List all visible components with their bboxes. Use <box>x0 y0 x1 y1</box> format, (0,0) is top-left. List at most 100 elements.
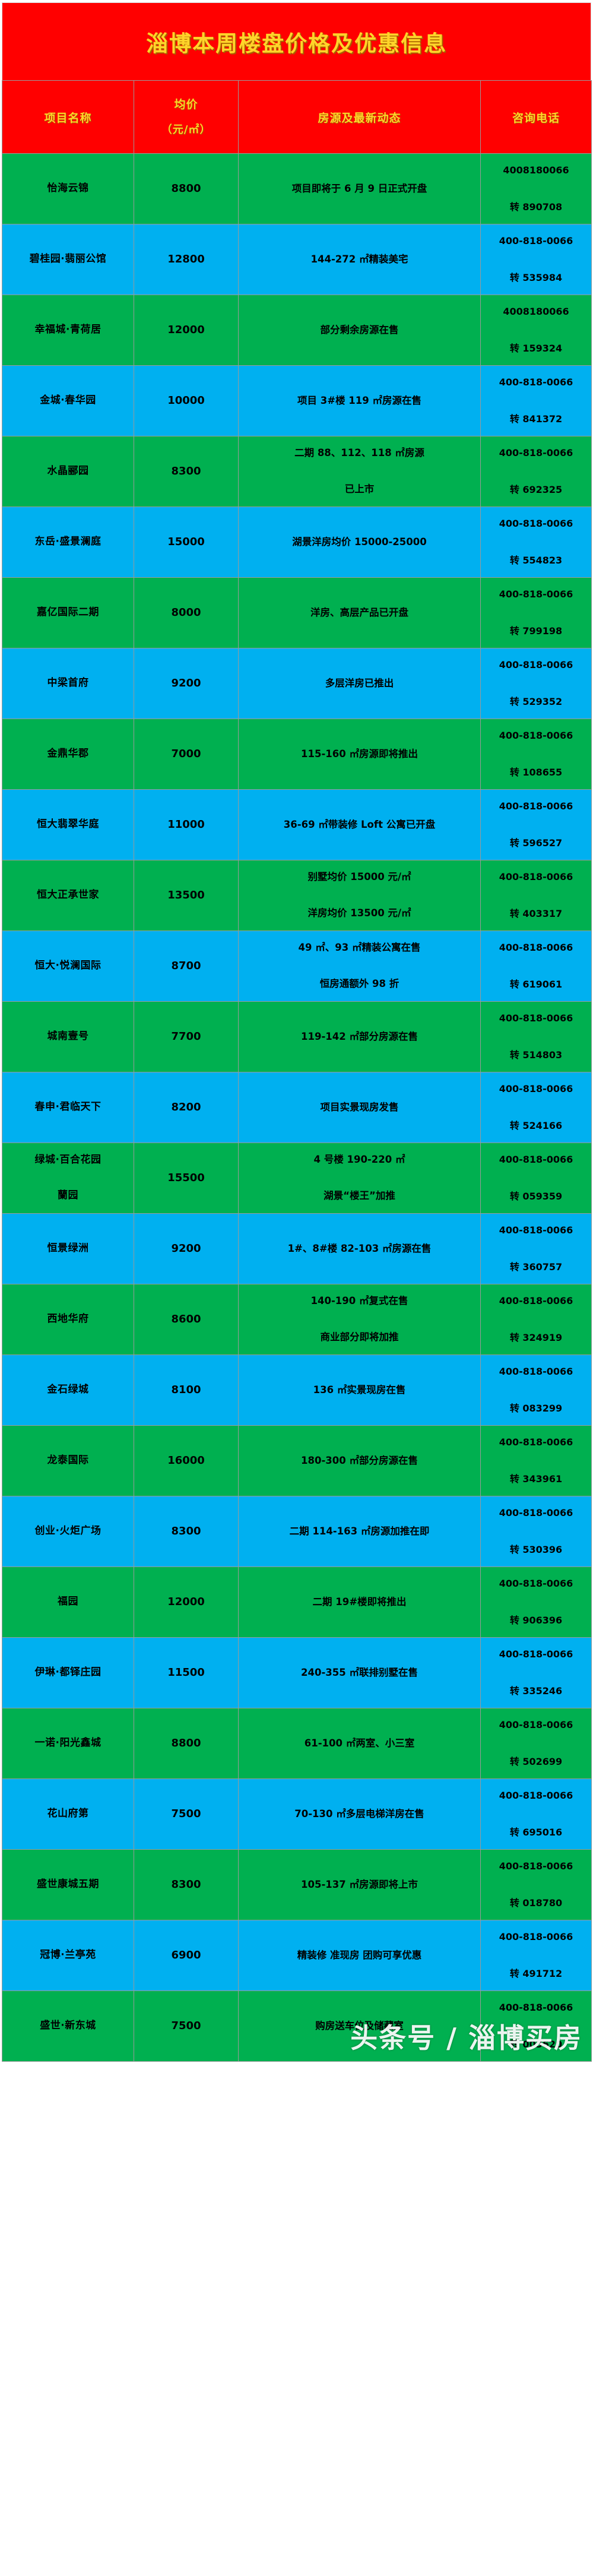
contact-phone-extension: 转 343961 <box>509 1473 563 1485</box>
contact-phone-lines: 400-818-0066 转 514803 <box>483 1009 589 1064</box>
average-price: 11000 <box>134 789 239 860</box>
table-row: 龙泰国际 16000 180-300 ㎡部分房源在售 400-818-0066 转 34… <box>2 1425 592 1496</box>
contact-phone: 400-818-0066 转 619061 <box>480 931 592 1002</box>
contact-phone-line1: 400-818-0066 <box>499 588 573 600</box>
project-name: 春申·君临天下 <box>2 1072 134 1143</box>
listing-status-line2: 已上市 <box>344 483 375 495</box>
average-price: 15500 <box>134 1143 239 1214</box>
contact-phone-extension: 转 059359 <box>509 1190 563 1202</box>
project-name: 恒景绿洲 <box>2 1213 134 1284</box>
listing-status-lines: 140-190 ㎡复式在售 商业部分即将加推 <box>241 1292 478 1347</box>
project-name: 水晶郦园 <box>2 436 134 507</box>
contact-phone-lines: 400-818-0066 转 108655 <box>483 727 589 781</box>
listing-status-lines: 别墅均价 15000 元/㎡ 洋房均价 13500 元/㎡ <box>241 868 478 923</box>
table-row: 恒大·悦澜国际 8700 49 ㎡、93 ㎡精装公寓在售 恒房通额外 98 折 400-… <box>2 931 592 1002</box>
average-price: 15000 <box>134 507 239 578</box>
average-price: 8800 <box>134 153 239 224</box>
contact-phone: 400-818-0066 转 083299 <box>480 1355 592 1426</box>
project-name: 创业·火炬广场 <box>2 1496 134 1567</box>
contact-phone-line1: 400-818-0066 <box>499 518 573 529</box>
contact-phone-line1: 400-818-0066 <box>499 942 573 953</box>
listing-status-line2: 湖景“楼王”加推 <box>324 1190 395 1202</box>
contact-phone: 400-818-0066 转 530396 <box>480 1496 592 1567</box>
contact-phone: 400-818-0066 转 491712 <box>480 1920 592 1991</box>
page-title: 淄博本周楼盘价格及优惠信息 <box>146 31 447 56</box>
average-price: 8200 <box>134 1072 239 1143</box>
listing-status: 105-137 ㎡房源即将上市 <box>238 1849 481 1920</box>
table-row: 福园 12000 二期 19#楼即将推出 400-818-0066 转 906396 <box>2 1567 592 1638</box>
contact-phone-lines: 400-818-0066 转 530396 <box>483 1504 589 1559</box>
contact-phone-extension: 转 491712 <box>509 1967 563 1979</box>
listing-status: 140-190 ㎡复式在售 商业部分即将加推 <box>238 1284 481 1355</box>
contact-phone-lines: 4008180066 转 890708 <box>483 162 589 216</box>
contact-phone-extension: 转 159324 <box>509 342 563 354</box>
table-row: 金石绿城 8100 136 ㎡实景现房在售 400-818-0066 转 083299 <box>2 1355 592 1426</box>
table-row: 伊琳·都铎庄园 11500 240-355 ㎡联排别墅在售 400-818-0066 转… <box>2 1637 592 1708</box>
contact-phone-lines: 400-818-0066 转 502699 <box>483 1716 589 1771</box>
listing-status: 部分剩余房源在售 <box>238 295 481 366</box>
contact-phone: 400-818-0066 转 554823 <box>480 507 592 578</box>
average-price: 7700 <box>134 1001 239 1072</box>
listing-status: 240-355 ㎡联排别墅在售 <box>238 1637 481 1708</box>
average-price: 7500 <box>134 1778 239 1850</box>
project-name: 绿城·百合花园 蘭园 <box>2 1143 134 1214</box>
table-row: 碧桂园·翡丽公馆 12800 144-272 ㎡精装美宅 400-818-0066 转 … <box>2 224 592 295</box>
price-sheet: 淄博本周楼盘价格及优惠信息 项目名称 均价 （元/㎡） 房源及最新动态 咨询电话… <box>2 2 592 2062</box>
average-price: 8800 <box>134 1708 239 1779</box>
project-name: 怡海云锦 <box>2 153 134 224</box>
project-name: 碧桂园·翡丽公馆 <box>2 224 134 295</box>
contact-phone-extension: 转 841372 <box>509 413 563 425</box>
table-row: 幸福城·青荷居 12000 部分剩余房源在售 4008180066 转 159324 <box>2 295 592 366</box>
title-banner: 淄博本周楼盘价格及优惠信息 <box>2 2 591 80</box>
project-name: 伊琳·都铎庄园 <box>2 1637 134 1708</box>
project-name: 金城·春华园 <box>2 365 134 436</box>
contact-phone-extension: 转 906396 <box>509 1614 563 1626</box>
contact-phone-line1: 400-818-0066 <box>499 1012 573 1024</box>
average-price: 8300 <box>134 1849 239 1920</box>
contact-phone: 400-818-0066 转 324919 <box>480 1284 592 1355</box>
listing-status-line1: 4 号楼 190-220 ㎡ <box>313 1154 405 1165</box>
listing-status: 项目实景现房发售 <box>238 1072 481 1143</box>
contact-phone: 4008180066 转 890708 <box>480 153 592 224</box>
contact-phone-extension: 转 535984 <box>509 271 563 283</box>
table-header: 项目名称 均价 （元/㎡） 房源及最新动态 咨询电话 <box>2 80 592 154</box>
contact-phone-extension: 转 619061 <box>509 978 563 990</box>
project-name: 城南壹号 <box>2 1001 134 1072</box>
contact-phone-line1: 400-818-0066 <box>499 1436 573 1448</box>
contact-phone-extension: 转 890708 <box>509 201 563 213</box>
project-name: 嘉亿国际二期 <box>2 577 134 648</box>
contact-phone-lines: 400-818-0066 转 083299 <box>483 1363 589 1417</box>
contact-phone-line1: 4008180066 <box>503 164 569 176</box>
contact-phone-lines: 400-818-0066 转 524166 <box>483 1080 589 1135</box>
contact-phone-extension: 转 799198 <box>509 625 563 637</box>
average-price: 16000 <box>134 1425 239 1496</box>
column-header-name: 项目名称 <box>2 80 134 154</box>
table-row: 恒大翡翠华庭 11000 36-69 ㎡带装修 Loft 公寓已开盘 400-818-… <box>2 789 592 860</box>
column-header-tel: 咨询电话 <box>480 80 592 154</box>
listing-status: 洋房、高层产品已开盘 <box>238 577 481 648</box>
contact-phone-lines: 400-818-0066 转 491712 <box>483 1928 589 1983</box>
contact-phone-line1: 400-818-0066 <box>499 1507 573 1518</box>
contact-phone-lines: 400-818-0066 转 799198 <box>483 586 589 640</box>
contact-phone-extension: 转 003620 <box>509 2038 563 2050</box>
table-row: 东岳·盛景澜庭 15000 湖景洋房均价 15000-25000 400-818-00… <box>2 507 592 578</box>
listing-status: 多层洋房已推出 <box>238 648 481 719</box>
table-row: 盛世·新东城 7500 购房送车位及储藏室 400-818-0066 转 003620 <box>2 1990 592 2062</box>
project-name: 西地华府 <box>2 1284 134 1355</box>
listing-status: 36-69 ㎡带装修 Loft 公寓已开盘 <box>238 789 481 860</box>
contact-phone-lines: 400-818-0066 转 335246 <box>483 1645 589 1700</box>
contact-phone-extension: 转 554823 <box>509 554 563 566</box>
column-header-price-unit: （元/㎡） <box>161 123 211 136</box>
contact-phone: 400-818-0066 转 692325 <box>480 436 592 507</box>
project-name-line1: 绿城·百合花园 <box>34 1154 102 1166</box>
project-name: 一诺·阳光鑫城 <box>2 1708 134 1779</box>
contact-phone-line1: 400-818-0066 <box>499 2002 573 2013</box>
listing-status: 二期 88、112、118 ㎡房源 已上市 <box>238 436 481 507</box>
average-price: 12000 <box>134 295 239 366</box>
contact-phone-line1: 400-818-0066 <box>499 1224 573 1236</box>
average-price: 8000 <box>134 577 239 648</box>
contact-phone-line1: 400-818-0066 <box>499 659 573 670</box>
contact-phone-line1: 400-818-0066 <box>499 800 573 812</box>
